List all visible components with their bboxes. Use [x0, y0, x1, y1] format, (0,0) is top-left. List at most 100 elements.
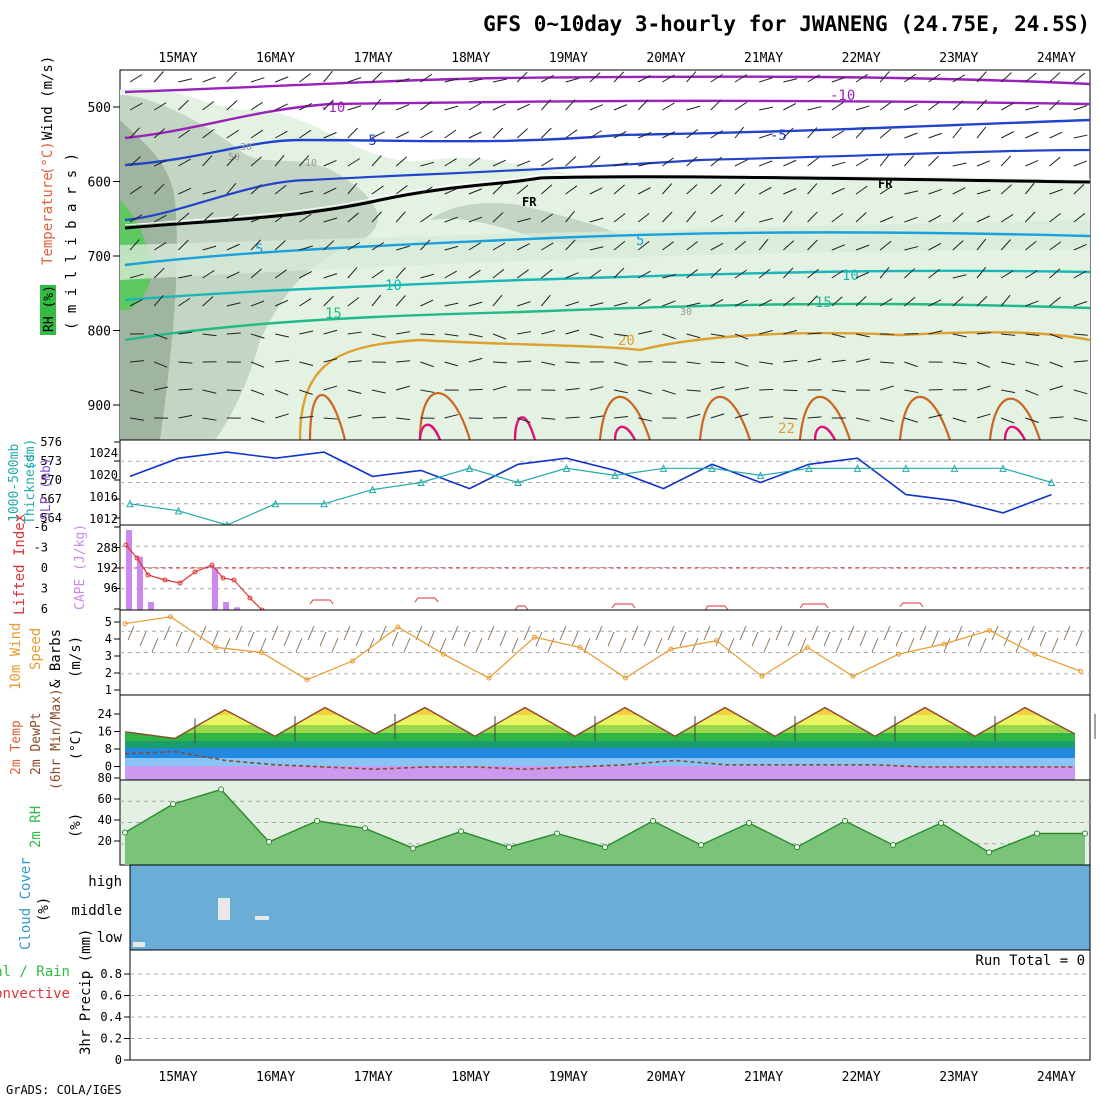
precip-frame [130, 950, 1090, 1060]
contour-label: -5 [360, 133, 377, 149]
profile-panel: -10 -10 -5 -5 FR FR 5 5 10 10 15 15 20 2… [40, 56, 1090, 440]
rh2m-point [411, 846, 416, 851]
cloud-middle-block [218, 898, 230, 920]
thickness-unit: (dm) [23, 439, 38, 470]
contour-label: 22 [778, 421, 795, 437]
chart-title: GFS 0~10day 3-hourly for JWANENG (24.75E… [483, 12, 1090, 36]
rh2m-point [939, 821, 944, 826]
footer-credit: GrADS: COLA/IGES [6, 1083, 122, 1097]
cloud-row-low: low [97, 930, 123, 946]
rh2m-point [891, 843, 896, 848]
wind-barb [759, 389, 773, 390]
rh2m-point [267, 839, 272, 844]
rh2m-point [363, 826, 368, 831]
temperature-label: Temperature [40, 172, 56, 265]
wind10-label3: & Barbs [48, 629, 64, 688]
run-total: Run Total = 0 [975, 953, 1085, 969]
axis-tick-label: 16 [98, 725, 112, 739]
rh2m-point [555, 831, 560, 836]
axis-tick-label: 40 [98, 813, 112, 827]
pressure-tick-label: 600 [88, 176, 111, 191]
pressure-tick-label: 500 [88, 101, 111, 116]
axis-tick-label: 2 [105, 666, 112, 680]
cape-label: CAPE (J/kg) [73, 524, 88, 610]
axis-tick-label: 1016 [89, 490, 118, 504]
axis-tick-label: -3 [34, 541, 48, 555]
date-tick-label: 16MAY [256, 51, 295, 66]
axis-tick-label: 0.6 [100, 989, 122, 1003]
wind-barb [227, 390, 241, 391]
axis-tick-label: 576 [40, 435, 62, 449]
axis-tick-label: 0 [115, 1053, 122, 1067]
pressure-tick-label: 800 [88, 325, 111, 340]
date-tick-label: 23MAY [939, 51, 978, 66]
freezing-label: FR [878, 177, 893, 191]
axis-tick-label: 0.4 [100, 1010, 122, 1024]
axis-tick-label: 24 [98, 707, 112, 721]
date-tick-label: 18MAY [451, 1070, 490, 1085]
contour-label: 15 [325, 306, 342, 322]
precip-convective-label: Convective [0, 986, 70, 1002]
precip-unit-label: 3hr Precip (mm) [78, 929, 94, 1055]
cloud-row-middle: middle [71, 903, 122, 919]
temp2m-unit: (°C) [69, 729, 84, 760]
date-tick-label: 24MAY [1037, 1070, 1076, 1085]
wind-barb [469, 389, 483, 390]
rh2m-point [1035, 831, 1040, 836]
rh-contour-label: 30 [240, 142, 252, 153]
rh2m-point [603, 845, 608, 850]
date-tick-label: 21MAY [744, 1070, 783, 1085]
contour-label: -10 [830, 88, 855, 104]
axis-tick-label: 80 [98, 771, 112, 785]
dewpt-label: 2m DewPt [29, 712, 44, 775]
wind10-label2: Speed [28, 628, 44, 670]
date-tick-label: 15MAY [158, 1070, 197, 1085]
pressure-unit-label: ( m i l l i b a r s ) [64, 153, 80, 330]
axis-tick-label: -6 [34, 520, 48, 534]
date-tick-label: 20MAY [646, 51, 685, 66]
rh2m-axis: 80 60 40 20 [98, 771, 120, 848]
axis-tick-label: 1020 [89, 468, 118, 482]
wind-barb [711, 362, 725, 363]
slp-label: SLP (mb) [39, 457, 54, 520]
lifted-index-label: Lifted Index [12, 514, 28, 615]
cape-bar [148, 602, 154, 610]
thickness-label: 1000-500mb [7, 444, 22, 522]
cloud-frame [130, 865, 1090, 950]
date-tick-label: 19MAY [549, 1070, 588, 1085]
cloud-middle-block [255, 916, 269, 920]
axis-tick-label: 3 [41, 582, 48, 596]
axis-tick-label: 1024 [89, 446, 118, 460]
cloud-unit: (%) [36, 897, 52, 922]
axis-tick-label: 1 [105, 683, 112, 697]
date-tick-label: 22MAY [842, 1070, 881, 1085]
cloud-row-high: high [88, 874, 122, 890]
contour-label: -5 [770, 128, 787, 144]
date-tick-label: 15MAY [158, 51, 197, 66]
contour-label: 15 [815, 295, 832, 311]
axis-tick-label: 96 [104, 581, 118, 595]
axis-tick-label: 8 [105, 742, 112, 756]
date-tick-label: 20MAY [646, 1070, 685, 1085]
cloud-panel: high middle low Cloud Cover (%) [18, 857, 1090, 950]
rh2m-point [1083, 831, 1088, 836]
axis-tick-label: 60 [98, 792, 112, 806]
rh2m-point [171, 802, 176, 807]
axis-tick-label: 20 [98, 834, 112, 848]
cape-bar [126, 530, 132, 610]
freezing-label: FR [522, 195, 537, 209]
axis-tick-label: 6 [41, 602, 48, 616]
temp2m-label: 2m Temp [9, 720, 24, 775]
cloud-low-block [133, 942, 145, 947]
date-tick-label: 18MAY [451, 51, 490, 66]
date-tick-label: 24MAY [1037, 51, 1076, 66]
wind10-label: 10m Wind [8, 623, 24, 690]
